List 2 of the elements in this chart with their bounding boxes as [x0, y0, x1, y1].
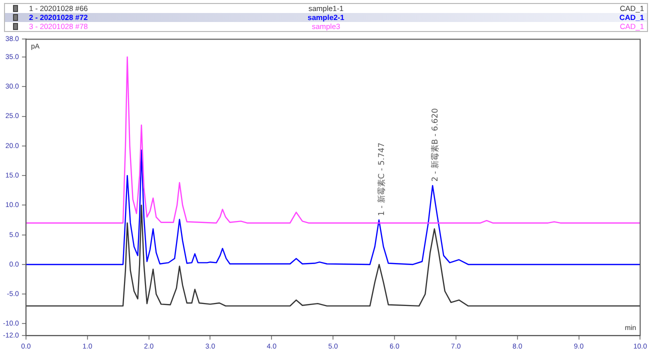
annotation: 1 - 新霉素C - 5.747 [377, 142, 386, 216]
annotation: 2 - 新霉素B - 6.620 [430, 108, 440, 182]
